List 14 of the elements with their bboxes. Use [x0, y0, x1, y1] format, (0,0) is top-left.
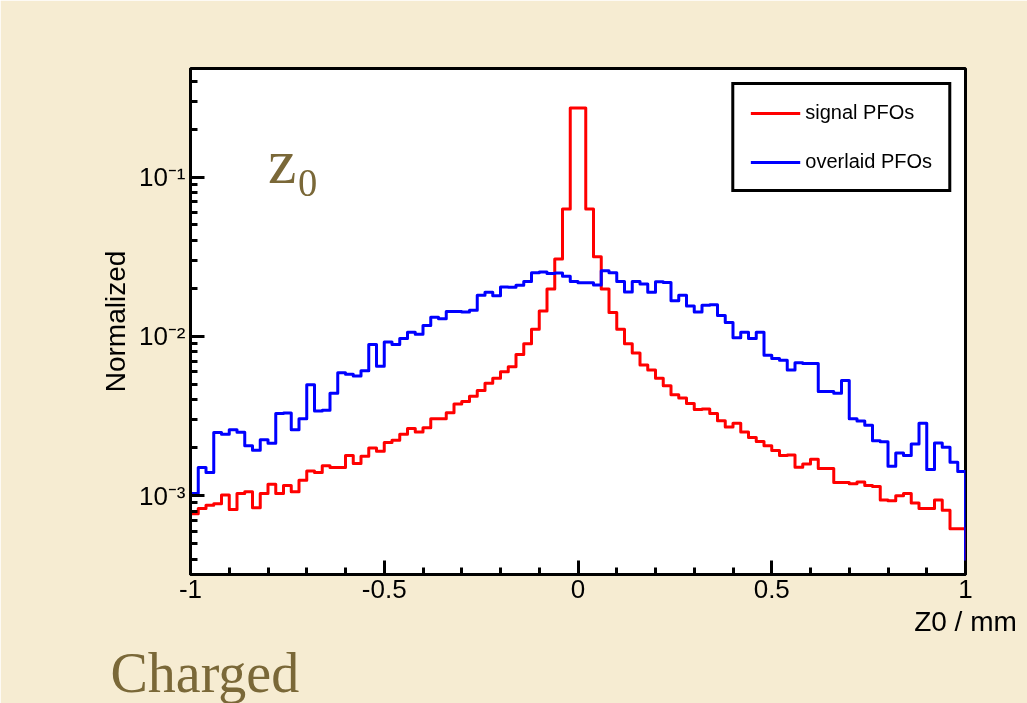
- x-tick-label: -1: [178, 573, 203, 604]
- x-tick-label: 0: [570, 573, 586, 604]
- y-tick-label: 10⁻¹: [138, 162, 186, 193]
- x-axis-title: Z0 / mm: [914, 605, 1017, 637]
- x-tick-label: -0.5: [361, 573, 407, 604]
- legend-label: signal PFOs: [805, 101, 915, 124]
- y-tick-label: 10⁻³: [138, 480, 186, 511]
- x-tick-label: 1: [958, 573, 973, 604]
- text: Charged: [110, 641, 300, 703]
- y-axis-title: Normalized: [99, 250, 131, 393]
- x-tick-label: 0.5: [753, 573, 790, 604]
- y-tick-label: 10⁻²: [138, 321, 186, 352]
- legend-label: overlaid PFOs: [805, 150, 932, 173]
- annotation: z₀: [268, 125, 319, 197]
